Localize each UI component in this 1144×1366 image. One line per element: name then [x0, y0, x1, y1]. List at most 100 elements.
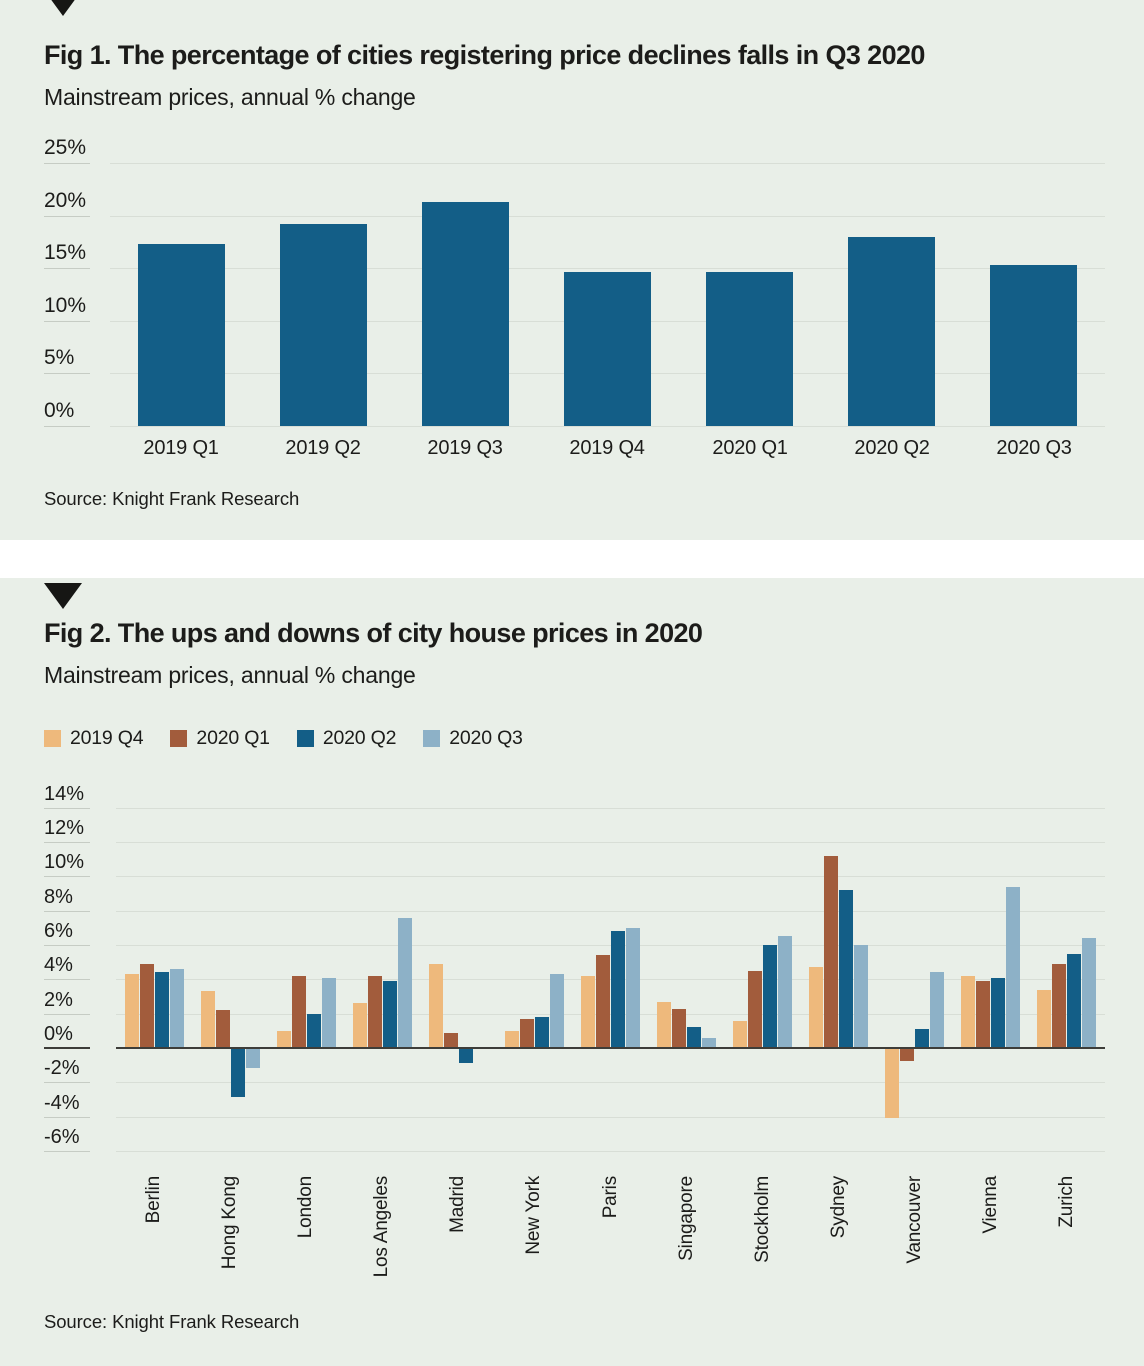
bar — [672, 1009, 686, 1048]
y-tick — [44, 979, 90, 980]
x-tick-label: Zurich — [1056, 1176, 1077, 1228]
y-tick-label: 10% — [44, 293, 87, 317]
bar — [231, 1049, 245, 1097]
bar — [170, 969, 184, 1048]
x-tick-label: Hong Kong — [219, 1176, 240, 1270]
x-tick-label: Vancouver — [904, 1176, 925, 1264]
gridline — [116, 1151, 1105, 1152]
bar — [307, 1014, 321, 1048]
bar — [733, 1021, 747, 1048]
bar — [626, 928, 640, 1048]
x-tick-label: London — [295, 1176, 316, 1239]
bar — [657, 1002, 671, 1048]
bar — [961, 976, 975, 1048]
legend-label: 2020 Q2 — [322, 727, 397, 749]
bar — [596, 955, 610, 1048]
x-tick-label: Vienna — [980, 1176, 1001, 1234]
x-tick-label: 2019 Q4 — [569, 437, 645, 459]
bar — [550, 974, 564, 1048]
bar — [824, 856, 838, 1048]
fig2-subtitle: Mainstream prices, annual % change — [44, 662, 416, 688]
y-tick — [44, 373, 90, 375]
bar — [201, 991, 215, 1048]
gridline — [110, 268, 1105, 270]
bar — [398, 918, 412, 1048]
x-tick-label: Paris — [600, 1176, 621, 1219]
y-tick-label: -4% — [44, 1092, 80, 1114]
legend-item: 2019 Q4 — [44, 727, 144, 749]
gridline — [116, 808, 1105, 809]
legend-swatch-icon — [44, 729, 61, 747]
bar — [444, 1033, 458, 1048]
fig1-source: Source: Knight Frank Research — [44, 488, 300, 509]
bar — [140, 964, 154, 1048]
gridline — [116, 842, 1105, 843]
gridline — [110, 215, 1105, 217]
y-tick — [44, 215, 90, 217]
bar — [1037, 990, 1051, 1048]
y-tick-label: 2% — [44, 989, 73, 1011]
bar — [900, 1049, 914, 1061]
fig1-chart: 25% 20% 15% 10% 5% 0% 2019 Q1 2019 Q2 2019 Q3 201… — [0, 0, 1144, 540]
bar — [322, 978, 336, 1048]
bar — [155, 972, 169, 1048]
bar — [839, 890, 853, 1048]
legend-item: 2020 Q3 — [423, 727, 523, 749]
bar — [125, 974, 139, 1048]
legend-swatch-icon — [423, 729, 441, 747]
bar — [976, 981, 990, 1048]
y-tick — [44, 1082, 90, 1083]
bar — [778, 936, 792, 1048]
y-tick-label: 14% — [44, 783, 85, 805]
bar — [368, 976, 382, 1048]
bar — [915, 1029, 929, 1048]
y-tick — [44, 1014, 90, 1015]
gridline — [116, 1014, 1105, 1015]
y-tick — [44, 911, 90, 912]
y-tick-label: 6% — [44, 920, 73, 942]
fig2-legend: 2019 Q4 2020 Q1 2020 Q2 2020 Q3 — [44, 727, 523, 749]
gridline — [116, 1117, 1105, 1118]
gridline — [116, 911, 1105, 912]
y-tick — [44, 1117, 90, 1118]
bar — [246, 1049, 260, 1068]
fig2-title: Fig 2. The ups and downs of city house p… — [44, 618, 703, 648]
bar — [885, 1049, 899, 1118]
bar — [1052, 964, 1066, 1048]
bar — [990, 265, 1077, 426]
y-tick — [44, 876, 90, 877]
bar — [1082, 938, 1096, 1048]
down-arrow-icon — [44, 0, 82, 16]
y-tick-label: 15% — [44, 241, 87, 265]
bar — [422, 202, 509, 426]
bar — [809, 967, 823, 1048]
y-tick — [44, 808, 90, 809]
bar — [535, 1017, 549, 1048]
bar — [520, 1019, 534, 1048]
y-tick-label: 12% — [44, 817, 85, 839]
x-tick-label: Sydney — [828, 1176, 849, 1239]
y-tick-label: -2% — [44, 1057, 80, 1079]
y-tick — [44, 945, 90, 946]
x-tick-label: 2020 Q2 — [854, 437, 930, 459]
x-tick-label: 2019 Q3 — [427, 437, 503, 459]
y-tick-label: 8% — [44, 886, 73, 908]
gridline — [110, 163, 1105, 164]
bar — [429, 964, 443, 1048]
y-tick — [44, 1151, 90, 1152]
bar — [292, 976, 306, 1048]
legend-swatch-icon — [170, 729, 188, 747]
y-tick-label: 10% — [44, 851, 85, 873]
bar — [930, 972, 944, 1048]
bar — [216, 1010, 230, 1048]
fig1-subtitle: Mainstream prices, annual % change — [44, 84, 416, 110]
gridline — [110, 426, 1105, 427]
bar — [611, 931, 625, 1048]
legend-item: 2020 Q1 — [170, 727, 270, 749]
bar — [564, 272, 651, 426]
bar — [991, 978, 1005, 1048]
fig1-title: Fig 1. The percentage of cities register… — [44, 40, 925, 70]
gridline — [116, 1082, 1105, 1083]
bar — [277, 1031, 291, 1048]
x-tick-label: 2020 Q3 — [996, 437, 1072, 459]
